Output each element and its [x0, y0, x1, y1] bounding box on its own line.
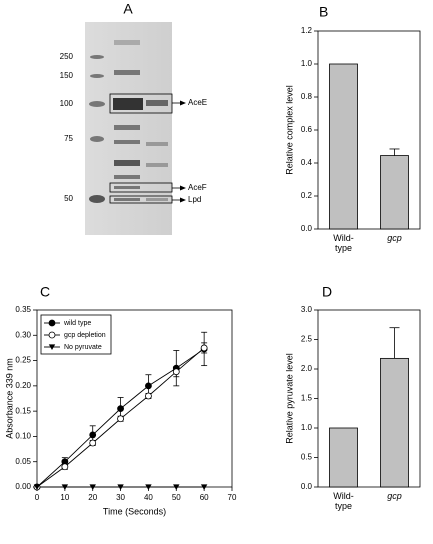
arrow-head [180, 100, 186, 106]
bar [329, 63, 358, 230]
marker-label: 50 [64, 194, 73, 203]
marker-label: 250 [60, 52, 74, 61]
marker [200, 484, 208, 490]
marker [89, 431, 97, 439]
y-tick-label: 0.20 [15, 381, 31, 390]
marker [145, 484, 152, 490]
y-tick-label: 0.10 [15, 432, 31, 441]
marker-label: 150 [60, 71, 74, 80]
y-tick-label: 0.00 [15, 482, 31, 491]
panel-label: D [322, 284, 332, 300]
marker [89, 439, 97, 447]
arrow-head [180, 185, 186, 191]
x-tick-label-box: Wild-type [333, 233, 354, 253]
band-label: AceE [188, 98, 207, 107]
marker [117, 415, 124, 423]
x-tick-label: 40 [144, 493, 153, 502]
y-tick-label: 1.5 [301, 394, 313, 403]
x-tick-label: 30 [116, 493, 125, 502]
x-tick-label-box: gcp [387, 233, 402, 243]
x-tick-label: 60 [200, 493, 209, 502]
y-tick-label: 0.15 [15, 406, 31, 415]
y-tick-label: 0.30 [15, 330, 31, 339]
panel-label: C [40, 284, 50, 300]
y-tick-label: 0.8 [301, 92, 313, 101]
y-axis-label: Absorbance 339 nm [4, 358, 14, 439]
y-tick-label: 2.0 [301, 364, 313, 373]
x-tick-label: 70 [228, 493, 237, 502]
y-tick-label: 2.5 [301, 335, 313, 344]
x-axis-label: Time (Seconds) [103, 506, 166, 516]
band-label: AceF [188, 183, 207, 192]
panel-label: A [123, 1, 133, 17]
band-boxes [109, 93, 173, 204]
marker [200, 344, 208, 352]
x-tick-label: 0 [35, 493, 40, 502]
x-tick-label: 10 [60, 493, 69, 502]
marker [172, 368, 180, 376]
y-tick-label: 0.0 [301, 224, 313, 233]
y-tick-label: 1.0 [301, 423, 313, 432]
y-tick-label: 0.5 [301, 453, 313, 462]
band-label: Lpd [188, 195, 201, 204]
marker-label: 100 [60, 99, 74, 108]
x-tick-label: 20 [88, 493, 97, 502]
marker [33, 484, 41, 490]
y-axis-label: Relative complex level [284, 85, 294, 175]
legend-marker [48, 319, 56, 327]
x-tick-label: Wild-type [333, 491, 354, 511]
y-tick-label: 0.4 [301, 158, 313, 167]
marker [173, 484, 180, 490]
marker-label: 75 [64, 134, 73, 143]
y-axis-label: Relative pyruvate level [284, 353, 294, 444]
y-tick-label: 1.2 [301, 26, 313, 35]
y-tick-label: 1.0 [301, 59, 313, 68]
x-tick-label-box: gcp [387, 491, 402, 501]
bar [380, 155, 409, 230]
x-tick-label: 50 [172, 493, 181, 502]
marker [117, 484, 124, 490]
marker [61, 463, 69, 471]
y-tick-label: 0.05 [15, 457, 31, 466]
gel-panel [85, 22, 173, 235]
x-tick-label: gcp [387, 233, 402, 243]
y-tick-label: 0.35 [15, 305, 31, 314]
legend-label: No pyruvate [64, 344, 102, 351]
bar [380, 357, 409, 488]
gel-lanes [89, 40, 168, 203]
marker [145, 392, 152, 400]
legend-label: wild type [63, 320, 91, 327]
bar [329, 427, 358, 488]
x-tick-label: Wild-type [333, 233, 354, 253]
legend-label: gcp depletion [64, 332, 106, 339]
x-tick-label: gcp [387, 491, 402, 501]
y-tick-label: 3.0 [301, 305, 313, 314]
arrow-head [180, 197, 186, 203]
legend-marker [48, 344, 56, 350]
y-tick-label: 0.2 [301, 191, 313, 200]
y-tick-label: 0.0 [301, 482, 313, 491]
y-tick-label: 0.25 [15, 356, 31, 365]
marker [145, 382, 152, 390]
marker [117, 405, 124, 413]
panel-label: B [319, 4, 328, 20]
marker [89, 484, 96, 490]
y-tick-label: 0.6 [301, 125, 313, 134]
x-tick-label-box: Wild-type [333, 491, 354, 511]
marker [61, 484, 69, 490]
legend-marker [48, 331, 56, 339]
